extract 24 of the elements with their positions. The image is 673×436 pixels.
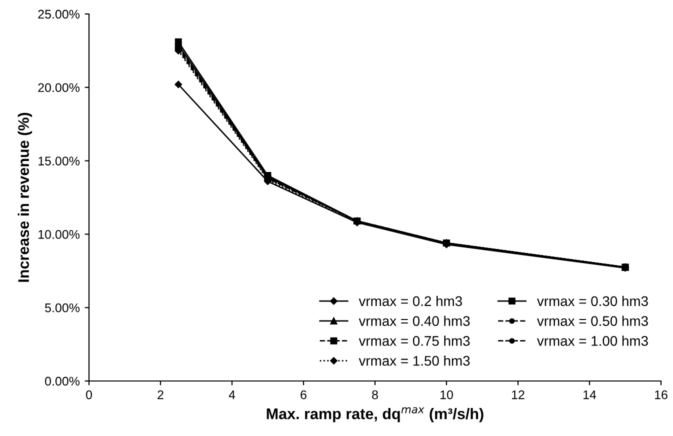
legend-label: vrmax = 1.00 hm3	[537, 336, 648, 346]
y-tick-label: 10.00%	[38, 230, 80, 239]
x-axis-title: Max. ramp rate, dq$^{max}$ (m³/s/h)	[266, 407, 484, 422]
y-axis-title: Increase in revenue (%)	[18, 112, 32, 282]
y-tick-label: 5.00%	[45, 303, 80, 312]
legend-label: vrmax = 0.50 hm3	[537, 316, 648, 326]
x-tick-label: 6	[300, 390, 306, 400]
legend-label: vrmax = 0.30 hm3	[537, 296, 648, 306]
y-tick-label: 20.00%	[38, 83, 80, 92]
x-tick-label: 16	[655, 390, 668, 400]
x-tick-label: 4	[228, 390, 236, 400]
y-tick-label: 25.00%	[38, 10, 80, 19]
legend-label: vrmax = 0.40 hm3	[358, 316, 470, 326]
legend-label: vrmax = 0.75 hm3	[358, 336, 470, 346]
x-tick-label: 14	[584, 390, 596, 400]
x-tick-label: 8	[372, 390, 378, 400]
legend-label: vrmax = 0.2 hm3	[358, 296, 462, 306]
x-tick-label: 12	[512, 390, 524, 400]
x-tick-label: 2	[158, 390, 164, 400]
x-tick-label: 10	[440, 390, 453, 400]
x-tick-label: 0	[86, 390, 92, 400]
legend-label: vrmax = 1.50 hm3	[358, 356, 470, 366]
y-tick-label: 0.00%	[45, 376, 80, 386]
y-tick-label: 15.00%	[38, 156, 80, 166]
